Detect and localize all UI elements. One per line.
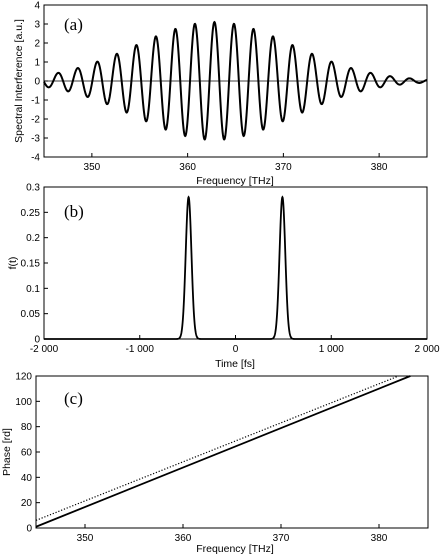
panel-c-series	[35, 375, 411, 528]
y-tick-label: 3	[34, 20, 40, 31]
panel-a-xlabel: Frequency [THz]	[196, 175, 274, 187]
x-tick-label: -2 000	[30, 344, 59, 355]
panel-b-label: (b)	[64, 202, 84, 221]
x-tick-label: 380	[371, 162, 388, 173]
y-tick-label: 0.15	[21, 259, 41, 270]
y-tick-label: -4	[31, 153, 40, 164]
panel-c-label: (c)	[64, 389, 83, 408]
panel-a-label: (a)	[64, 15, 83, 34]
y-tick-label: 4	[34, 1, 40, 12]
y-tick-label: 60	[21, 448, 33, 459]
panel-c-x-ticks: 350 360 370 380	[77, 524, 388, 544]
y-tick-label: 2	[34, 39, 40, 50]
y-tick-label: 1	[34, 58, 40, 69]
interference-curve	[43, 20, 428, 141]
y-tick-label: 40	[21, 473, 33, 484]
y-tick-label: -1	[31, 96, 40, 107]
panel-c-y-ticks: 0 20 40 60 80 100 120	[15, 372, 40, 535]
panel-b-xlabel: Time [fs]	[215, 358, 255, 370]
y-tick-label: 0	[34, 335, 40, 346]
y-tick-label: 20	[21, 498, 33, 509]
panel-b-frame	[43, 186, 428, 340]
y-tick-label: 0.05	[21, 309, 41, 320]
panel-b-series	[44, 195, 427, 340]
y-tick-label: 0.2	[26, 233, 40, 244]
y-tick-label: -2	[31, 115, 40, 126]
y-tick-label: 0.25	[21, 208, 41, 219]
panel-b: (b) Time [fs] f(t) -2 000 -1 000 0 1 000 2 0…	[7, 183, 440, 371]
phase-line-dotted	[35, 375, 399, 521]
panel-a: (a) Frequency [THz] Spectral Interferenc…	[13, 1, 428, 187]
y-tick-label: 0.1	[26, 284, 40, 295]
y-tick-label: 120	[15, 372, 32, 383]
x-tick-label: 370	[273, 533, 290, 544]
x-tick-label: 370	[275, 162, 292, 173]
x-tick-label: 0	[233, 344, 239, 355]
x-tick-label: 380	[371, 533, 388, 544]
x-tick-label: 1 000	[319, 344, 344, 355]
y-tick-label: 0.3	[26, 183, 40, 194]
panel-c: (c) Frequency [THz] Phase [rd] 350 360 370…	[1, 372, 429, 555]
panel-c-xlabel: Frequency [THz]	[196, 543, 274, 555]
y-tick-label: 0	[26, 524, 32, 535]
phase-line-solid	[35, 375, 411, 528]
x-tick-label: 350	[84, 162, 101, 173]
x-tick-label: 360	[179, 162, 196, 173]
panel-b-x-ticks: -2 000 -1 000 0 1 000 2 000	[30, 335, 440, 355]
pulse-curve	[44, 195, 427, 340]
y-tick-label: 100	[15, 397, 32, 408]
panel-b-ylabel: f(t)	[7, 257, 19, 270]
y-tick-label: 80	[21, 422, 33, 433]
x-tick-label: 2 000	[414, 344, 439, 355]
panel-a-x-ticks: 350 360 370 380	[84, 153, 388, 173]
panel-b-y-ticks: 0 0.05 0.1 0.15 0.2 0.25 0.3	[21, 183, 48, 346]
panel-a-y-ticks: -4 -3 -2 -1 0 1 2 3 4	[31, 1, 48, 164]
y-tick-label: -3	[31, 134, 40, 145]
panel-c-ylabel: Phase [rd]	[1, 428, 13, 476]
x-tick-label: -1 000	[126, 344, 155, 355]
panel-a-series	[43, 20, 428, 141]
x-tick-label: 350	[77, 533, 94, 544]
panel-a-ylabel: Spectral Interference [a.u.]	[13, 19, 25, 143]
panel-c-frame	[35, 375, 429, 529]
x-tick-label: 360	[175, 533, 192, 544]
y-tick-label: 0	[34, 77, 40, 88]
